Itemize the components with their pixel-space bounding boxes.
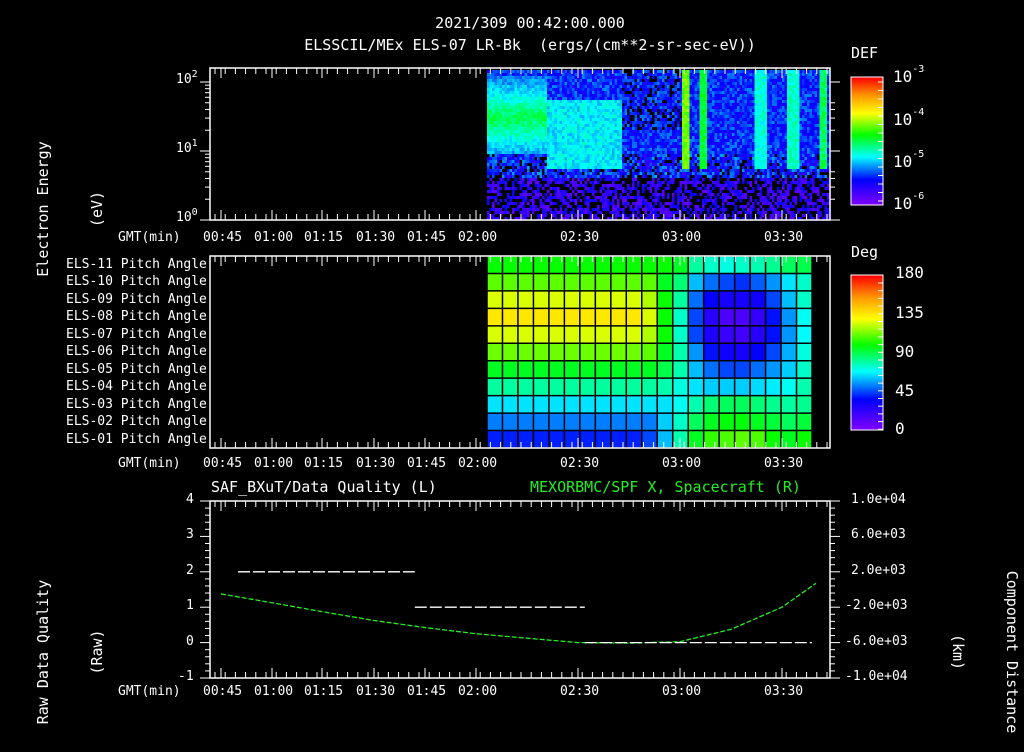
left-axis-tick-label: 3 [186, 527, 194, 542]
right-axis-tick-label: -2.0e+03 [845, 598, 908, 613]
right-axis-tick-label: 1.0e+04 [851, 492, 906, 507]
time-tick-label: 01:00 [254, 684, 293, 699]
time-tick-label: 01:15 [304, 230, 343, 245]
time-tick-label: 02:00 [458, 230, 497, 245]
time-tick-label: 02:30 [560, 456, 599, 471]
pitch-angle-row-label: ELS-03 Pitch Angle [66, 397, 204, 412]
left-series-title: SAF_BXuT/Data Quality (L) [211, 478, 437, 496]
pitch-angle-row-label: ELS-11 Pitch Angle [66, 257, 204, 272]
pitch-angle-row-label: ELS-04 Pitch Angle [66, 379, 204, 394]
time-tick-label: 03:30 [764, 684, 803, 699]
time-tick-label: 01:30 [356, 456, 395, 471]
deg-colorbar-label: 135 [895, 303, 924, 322]
deg-colorbar-title: Deg [851, 243, 878, 261]
time-tick-label: 01:45 [407, 684, 446, 699]
right-series-title: MEXORBMC/SPF X, Spacecraft (R) [530, 478, 801, 496]
time-tick-label: 01:00 [254, 456, 293, 471]
pitch-angle-row-label: ELS-06 Pitch Angle [66, 344, 204, 359]
left-axis-tick-label: 1 [186, 598, 194, 613]
right-axis-tick-label: -6.0e+03 [845, 634, 908, 649]
time-axis-label: GMT(min) [118, 456, 181, 471]
pitch-angle-row-label: ELS-01 Pitch Angle [66, 432, 204, 447]
time-tick-label: 02:30 [560, 684, 599, 699]
def-colorbar-label: 10-4 [893, 110, 924, 129]
deg-colorbar-label: 45 [895, 381, 914, 400]
left-axis-tick-label: 4 [186, 492, 194, 507]
def-colorbar-label: 10-5 [893, 152, 924, 171]
time-tick-label: 03:00 [662, 230, 701, 245]
left-axis-tick-label: 0 [186, 634, 194, 649]
left-axis-tick-label: -1 [178, 669, 194, 684]
pitch-angle-row-label: ELS-09 Pitch Angle [66, 292, 204, 307]
data-quality-axis-label: Raw Data Quality (Raw) [0, 572, 142, 732]
deg-colorbar-label: 180 [895, 263, 924, 282]
time-tick-label: 03:30 [764, 456, 803, 471]
distance-axis-label: Component Distance (km) [913, 552, 1024, 752]
pitch-angle-row-label: ELS-05 Pitch Angle [66, 362, 204, 377]
time-tick-label: 01:15 [304, 684, 343, 699]
def-colorbar-label: 10-6 [893, 194, 924, 213]
pitch-angle-row-label: ELS-10 Pitch Angle [66, 274, 204, 289]
def-colorbar-label: 10-3 [893, 67, 924, 86]
time-tick-label: 03:00 [662, 456, 701, 471]
def-colorbar-title: DEF [851, 44, 878, 62]
time-tick-label: 01:45 [407, 456, 446, 471]
time-axis-label: GMT(min) [118, 684, 181, 699]
pitch-angle-row-label: ELS-02 Pitch Angle [66, 414, 204, 429]
time-tick-label: 01:30 [356, 684, 395, 699]
time-tick-label: 02:00 [458, 684, 497, 699]
time-tick-label: 02:00 [458, 456, 497, 471]
right-axis-tick-label: -1.0e+04 [845, 669, 908, 684]
time-tick-label: 03:30 [764, 230, 803, 245]
right-axis-tick-label: 2.0e+03 [851, 563, 906, 578]
time-tick-label: 01:45 [407, 230, 446, 245]
time-tick-label: 03:00 [662, 684, 701, 699]
time-axis-label: GMT(min) [118, 230, 181, 245]
pitch-angle-row-label: ELS-07 Pitch Angle [66, 327, 204, 342]
pitch-angle-row-label: ELS-08 Pitch Angle [66, 309, 204, 324]
time-tick-label: 00:45 [203, 684, 242, 699]
time-tick-label: 01:00 [254, 230, 293, 245]
time-tick-label: 00:45 [203, 456, 242, 471]
left-axis-tick-label: 2 [186, 563, 194, 578]
deg-colorbar-label: 0 [895, 419, 905, 438]
time-tick-label: 00:45 [203, 230, 242, 245]
time-tick-label: 02:30 [560, 230, 599, 245]
time-tick-label: 01:15 [304, 456, 343, 471]
deg-colorbar-label: 90 [895, 342, 914, 361]
right-axis-tick-label: 6.0e+03 [851, 527, 906, 542]
time-tick-label: 01:30 [356, 230, 395, 245]
